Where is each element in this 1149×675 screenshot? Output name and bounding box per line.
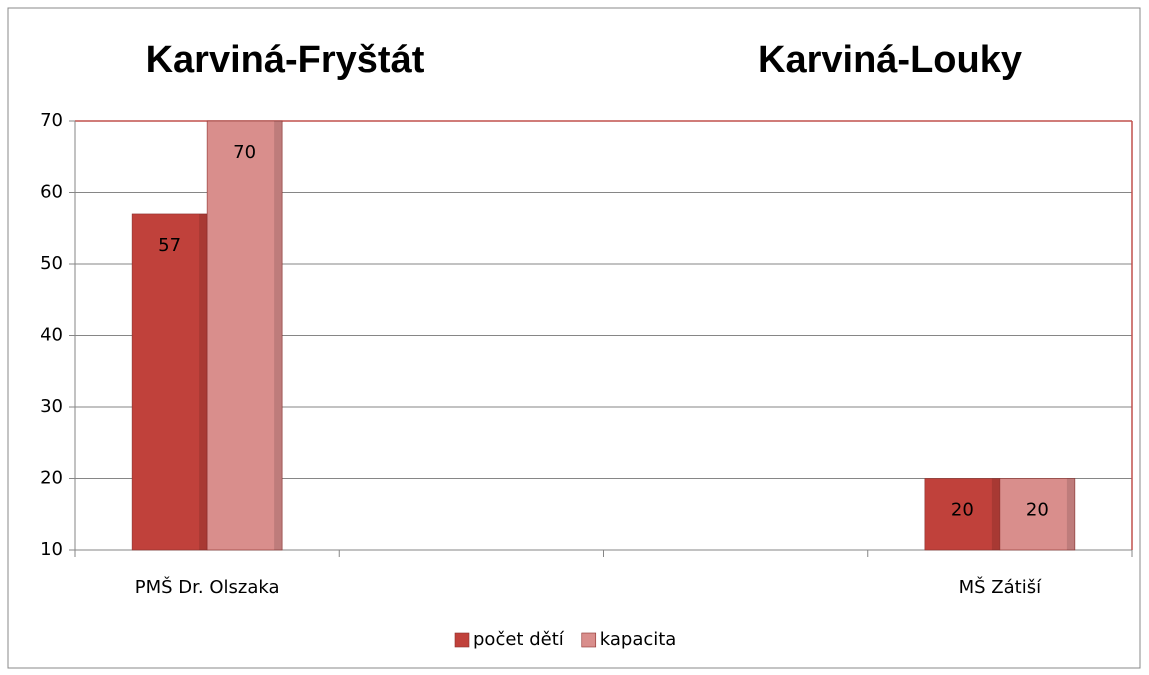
chart-title: Karviná-Fryštát (146, 39, 425, 81)
bar (206, 120, 283, 551)
y-tick-label: 70 (40, 110, 63, 131)
legend-label: kapacita (600, 629, 677, 650)
bar-shade (274, 121, 283, 550)
y-tick-label: 10 (40, 539, 63, 560)
data-label: 70 (233, 142, 256, 163)
legend-swatch (454, 632, 470, 648)
bar-shade (991, 478, 1000, 550)
y-tick-label: 20 (40, 468, 63, 489)
bar (999, 478, 1076, 551)
y-tick-label: 50 (40, 253, 63, 274)
y-tick-label: 30 (40, 396, 63, 417)
data-label: 20 (1026, 500, 1049, 521)
bar-shade (199, 213, 208, 550)
legend-swatch (581, 632, 597, 648)
x-tick-label: MŠ Zátiší (959, 576, 1042, 598)
y-tick-label: 40 (40, 325, 63, 346)
bar-shade (1066, 478, 1075, 550)
data-label: 20 (951, 500, 974, 521)
x-tick-label: PMŠ Dr. Olszaka (135, 576, 280, 598)
bar (131, 213, 208, 551)
data-label: 57 (158, 235, 181, 256)
y-tick-label: 60 (40, 182, 63, 203)
chart-title: Karviná-Louky (758, 39, 1022, 81)
legend-label: počet dětí (473, 629, 565, 650)
